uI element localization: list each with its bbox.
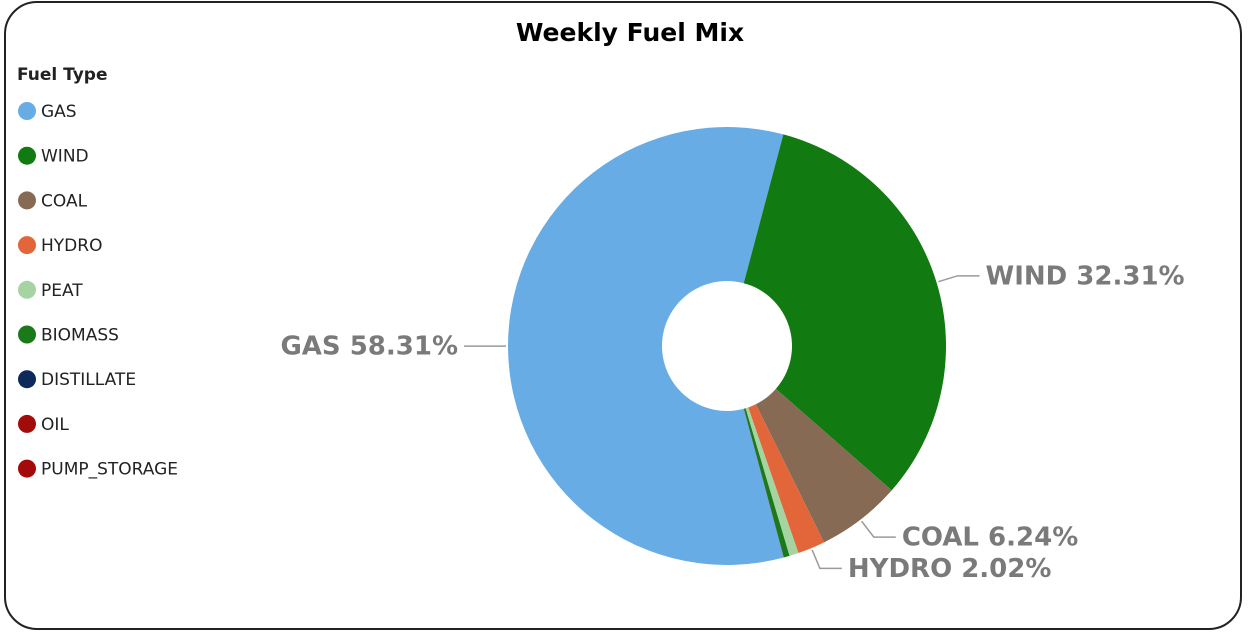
legend-title: Fuel Type [17,65,108,85]
data-label: COAL 6.24% [902,523,1078,553]
legend-swatch [18,370,36,389]
legend-entry: GAS [41,102,77,122]
donut-slice [743,134,947,491]
donut-slice [745,407,799,556]
leader-line [811,549,842,570]
donut-slice [743,408,784,558]
legend-entry: PUMP_STORAGE [41,460,178,480]
legend-swatch [18,280,36,299]
legend-swatch [18,325,36,344]
legend-swatch [18,146,36,165]
data-label: GAS 58.31% [280,332,458,362]
legend-entry: PEAT [41,281,83,301]
legend-entry: COAL [41,191,88,211]
legend-swatch [18,236,36,255]
donut-slice [743,408,784,558]
legend-swatch [18,102,36,120]
legend-entry: OIL [41,415,69,435]
legend-swatch [18,414,36,433]
leader-line [938,275,980,283]
data-label: HYDRO 2.02% [848,554,1052,584]
legend-swatch [18,191,36,210]
donut-slice [748,404,825,554]
legend-entry: BIOMASS [41,326,119,346]
data-label: WIND 32.31% [986,261,1185,291]
legend-swatch [18,459,36,478]
donut-slice [507,127,784,565]
legend-entry: WIND [41,147,89,167]
donut-slice [743,408,790,558]
legend-entry: DISTILLATE [41,370,136,390]
legend-entry: HYDRO [41,236,102,256]
chart-title: Weekly Fuel Mix [516,18,744,47]
donut-slice [755,388,892,543]
leader-line [861,520,896,538]
